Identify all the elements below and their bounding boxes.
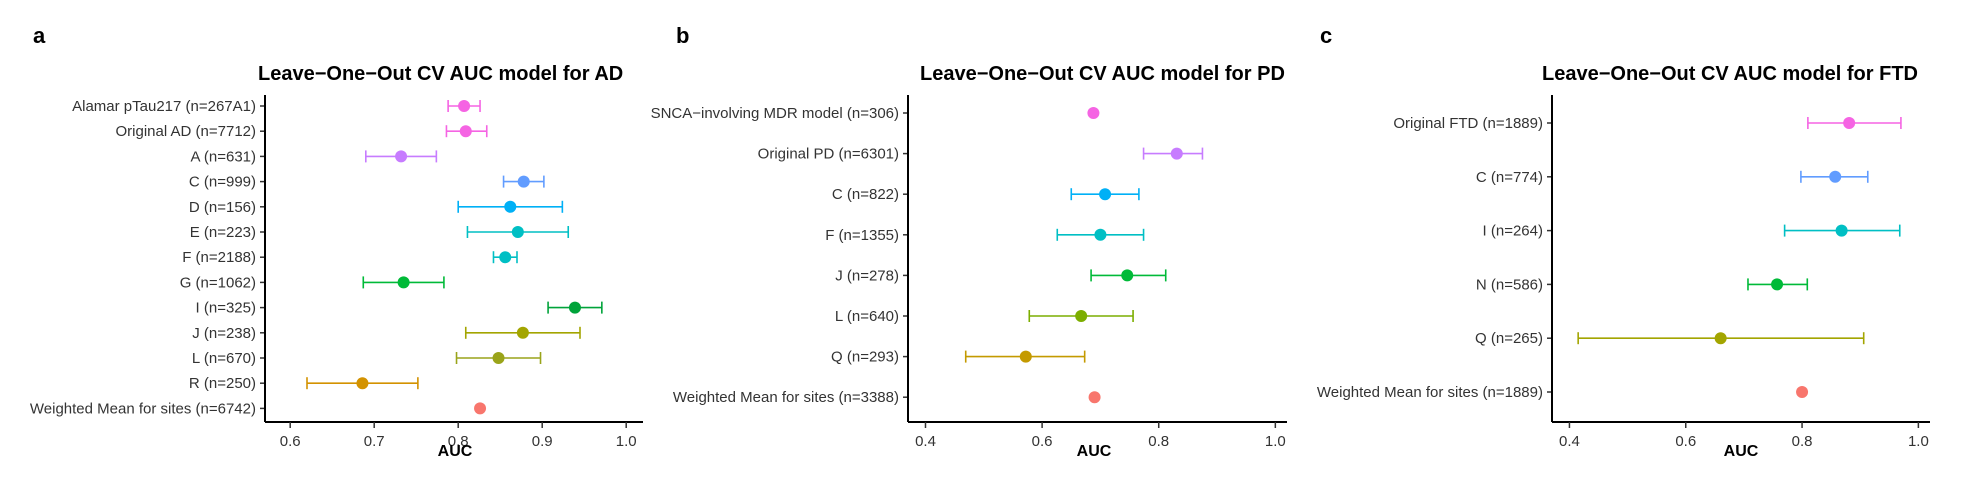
- panel-b-x-tick-label: 0.6: [1032, 433, 1053, 450]
- panel-a-category-label: D (n=156): [189, 199, 256, 216]
- panel-a-auc-point: [395, 150, 408, 163]
- panel-b-x-tick-label: 0.8: [1148, 433, 1169, 450]
- panel-a-x-tick-label: 0.6: [280, 433, 301, 450]
- panel-a-category-label: L (n=670): [192, 350, 256, 367]
- panel-a-x-ticks: 0.6 0.7 0.8 0.9 1.0: [280, 422, 637, 450]
- panel-c-auc-point: [1771, 278, 1784, 291]
- panel-a-category-label: A (n=631): [191, 148, 256, 165]
- panel-c-x-tick-label: 0.6: [1675, 433, 1696, 450]
- panel-c-auc-point: [1796, 386, 1809, 398]
- panel-a-auc-point: [459, 125, 472, 138]
- panel-a-x-tick-label: 0.9: [532, 433, 553, 450]
- panel-c-marks: [1577, 117, 1902, 398]
- panel-a: a Leave−One−Out CV AUC model for AD Alam…: [30, 23, 643, 460]
- panel-b-x-tick-label: 0.4: [915, 433, 936, 450]
- panel-c-auc-point: [1829, 170, 1842, 183]
- panel-a-category-label: Weighted Mean for sites (n=6742): [30, 400, 256, 417]
- panel-c-category-label: C (n=774): [1476, 169, 1543, 186]
- panel-c-category-label: I (n=264): [1483, 223, 1543, 240]
- panel-c-x-axis-title: AUC: [1724, 443, 1759, 460]
- panel-c-category-labels: Original FTD (n=1889) C (n=774) I (n=264) N…: [1317, 115, 1552, 401]
- panel-b-axes: [907, 95, 1287, 423]
- panel-b-x-ticks: 0.4 0.6 0.8 1.0: [915, 422, 1286, 450]
- panel-a-auc-point: [499, 251, 512, 264]
- panel-a-auc-point: [397, 276, 410, 289]
- panel-a-title: Leave−One−Out CV AUC model for AD: [258, 63, 623, 85]
- panel-b-category-label: F (n=1355): [825, 227, 899, 244]
- panel-a-auc-point: [356, 377, 369, 390]
- panel-b-auc-point: [1099, 188, 1112, 201]
- panel-a-category-label: G (n=1062): [180, 274, 256, 291]
- panel-b-marks: [964, 107, 1204, 404]
- panel-b-category-label: J (n=278): [835, 267, 899, 284]
- panel-a-category-label: F (n=2188): [182, 249, 256, 266]
- panel-a-axes: [264, 95, 643, 423]
- panel-a-x-tick-label: 0.7: [364, 433, 385, 450]
- panel-b-category-label: C (n=822): [832, 186, 899, 203]
- panel-b-auc-point: [1075, 310, 1088, 322]
- panel-a-x-tick-label: 0.8: [448, 433, 469, 450]
- panel-c-x-tick-label: 1.0: [1908, 433, 1929, 450]
- panel-letter-c: c: [1320, 23, 1332, 48]
- panel-b-auc-point: [1019, 350, 1032, 363]
- panel-a-auc-point: [511, 226, 524, 238]
- panel-b-category-label: Original PD (n=6301): [758, 146, 899, 163]
- panel-a-category-label: J (n=238): [192, 325, 256, 342]
- panel-a-x-axis-title: AUC: [438, 443, 473, 460]
- panel-c-category-label: Q (n=265): [1475, 330, 1543, 347]
- panel-b-auc-point: [1121, 269, 1134, 282]
- panel-c-auc-point: [1714, 332, 1727, 345]
- panel-letter-b: b: [676, 23, 689, 48]
- panel-letter-a: a: [33, 23, 46, 48]
- panel-c-category-label: N (n=586): [1476, 276, 1543, 293]
- panel-a-category-label: I (n=325): [196, 300, 256, 317]
- panel-c-category-label: Weighted Mean for sites (n=1889): [1317, 384, 1543, 401]
- panel-b-category-label: Q (n=293): [831, 349, 899, 366]
- panel-b-category-label: L (n=640): [835, 308, 899, 325]
- panel-b-category-labels: SNCA−involving MDR model (n=306) Original…: [651, 105, 908, 406]
- panel-c-title: Leave−One−Out CV AUC model for FTD: [1542, 63, 1918, 85]
- panel-b-x-axis-title: AUC: [1077, 443, 1112, 460]
- panel-a-category-label: R (n=250): [189, 375, 256, 392]
- panel-b-x-tick-label: 1.0: [1265, 433, 1286, 450]
- panel-a-category-label: Alamar pTau217 (n=267A1): [72, 98, 256, 115]
- panel-a-auc-point: [474, 402, 487, 415]
- panel-c-auc-point: [1843, 117, 1856, 129]
- panel-c-axes: [1551, 95, 1930, 423]
- panel-a-auc-point: [516, 326, 529, 339]
- panel-b-title: Leave−One−Out CV AUC model for PD: [920, 63, 1285, 85]
- panel-c-x-ticks: 0.4 0.6 0.8 1.0: [1559, 422, 1929, 450]
- panel-a-category-label: E (n=223): [190, 224, 256, 241]
- panel-a-category-labels: Alamar pTau217 (n=267A1) Original AD (n=7…: [30, 98, 265, 417]
- panel-a-auc-point: [504, 200, 517, 213]
- panel-c-x-tick-label: 0.8: [1792, 433, 1813, 450]
- panel-a-auc-point: [492, 352, 505, 364]
- panel-c-x-tick-label: 0.4: [1559, 433, 1580, 450]
- panel-a-auc-point: [458, 100, 471, 112]
- panel-b-auc-point: [1087, 107, 1100, 119]
- panel-c-category-label: Original FTD (n=1889): [1393, 115, 1543, 132]
- panel-b-auc-point: [1094, 228, 1107, 241]
- panel-b-category-label: Weighted Mean for sites (n=3388): [673, 389, 899, 406]
- panel-b-auc-point: [1088, 391, 1101, 404]
- panel-c: c Leave−One−Out CV AUC model for FTD Ori…: [1317, 23, 1930, 460]
- panel-b: b Leave−One−Out CV AUC model for PD SNCA…: [651, 23, 1287, 460]
- panel-c-auc-point: [1835, 224, 1848, 237]
- panel-a-category-label: C (n=999): [189, 174, 256, 191]
- panel-a-auc-point: [517, 175, 530, 188]
- panel-a-marks: [306, 100, 603, 415]
- panel-b-auc-point: [1170, 147, 1183, 160]
- panel-b-category-label: SNCA−involving MDR model (n=306): [651, 105, 899, 122]
- panel-a-auc-point: [568, 301, 581, 314]
- panel-a-category-label: Original AD (n=7712): [116, 123, 257, 140]
- panel-a-x-tick-label: 1.0: [616, 433, 637, 450]
